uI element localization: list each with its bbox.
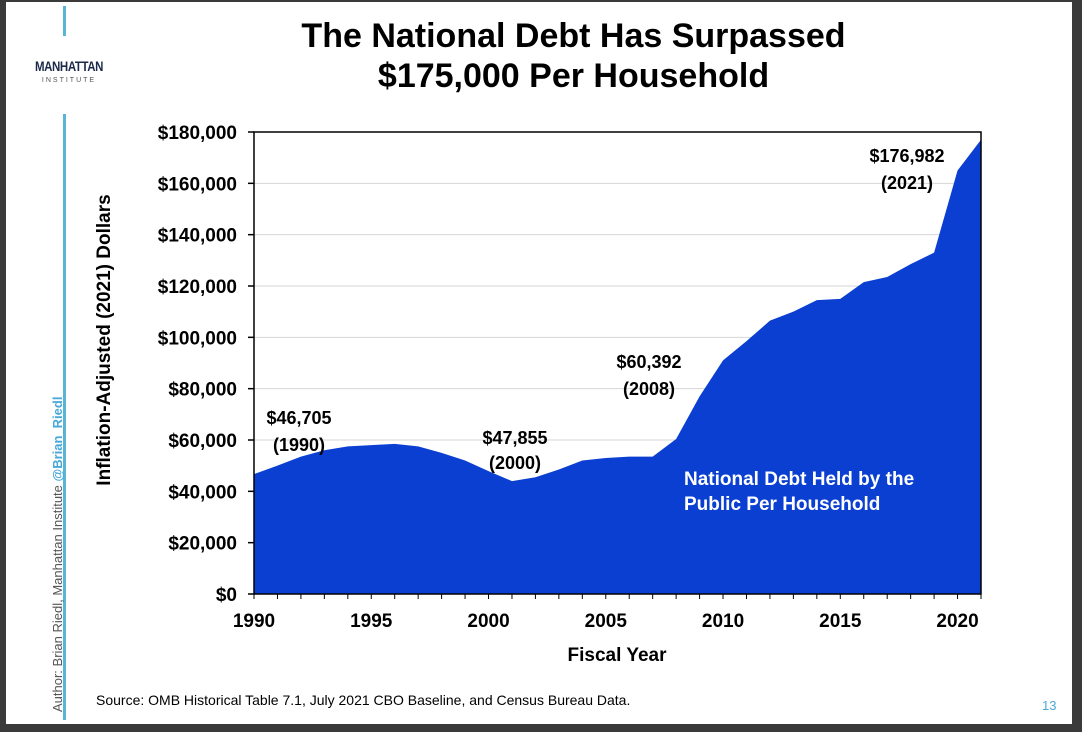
annotation-2021-value: $176,982 — [869, 146, 944, 166]
logo-subtitle: INSTITUTE — [41, 77, 97, 84]
title-line-1: The National Debt Has Surpassed — [301, 17, 846, 55]
series-label-line-2: Public Per Household — [684, 494, 880, 515]
y-axis-label: Inflation-Adjusted (2021) Dollars — [94, 194, 115, 485]
y-tick-label: $140,000 — [158, 226, 237, 247]
accent-line-top — [63, 6, 66, 36]
annotation-2000-year: (2000) — [489, 453, 541, 473]
manhattan-institute-logo: MANHATTAN — [35, 58, 103, 74]
annotation-1990-value: $46,705 — [266, 408, 331, 428]
series-label-line-1: National Debt Held by the — [684, 469, 914, 490]
plot-frame — [253, 131, 982, 595]
annotation-2008: $60,392 (2008) — [616, 352, 681, 399]
x-tick-label: 2020 — [936, 611, 978, 632]
y-tick-label: $40,000 — [168, 482, 237, 503]
y-axis-ticks: $0 $20,000 $40,000 $60,000 $80,000 $100,000 $1… — [158, 123, 254, 606]
source-note: Source: OMB Historical Table 7.1, July 2… — [96, 692, 631, 708]
annotation-2021-year: (2021) — [881, 173, 933, 193]
annotation-2000-value: $47,855 — [482, 428, 547, 448]
debt-area — [254, 139, 981, 594]
title-line-2: $175,000 Per Household — [377, 57, 770, 95]
accent-line-bottom — [63, 114, 66, 720]
page-title: The National Debt Has Surpassed $175,000… — [206, 16, 941, 96]
annotation-1990-year: (1990) — [273, 435, 325, 455]
series-label: National Debt Held by the Public Per Hou… — [684, 469, 914, 515]
x-tick-label: 1995 — [350, 611, 393, 632]
y-tick-label: $180,000 — [158, 123, 237, 144]
x-tick-label: 2000 — [467, 611, 509, 632]
x-axis-ticks: 1990 1995 2000 2005 2010 2015 2020 — [233, 594, 982, 632]
x-tick-label: 2005 — [585, 611, 628, 632]
y-tick-label: $60,000 — [168, 431, 237, 452]
y-tick-label: $80,000 — [168, 380, 237, 401]
annotation-2021: $176,982 (2021) — [869, 146, 944, 193]
y-tick-label: $120,000 — [158, 277, 237, 298]
annotation-1990: $46,705 (1990) — [266, 408, 331, 455]
y-tick-label: $160,000 — [158, 174, 237, 195]
page-number: 13 — [1042, 698, 1057, 713]
x-axis-label: Fiscal Year — [568, 645, 668, 666]
x-tick-label: 2010 — [702, 611, 744, 632]
y-tick-label: $100,000 — [158, 328, 237, 349]
annotation-2000: $47,855 (2000) — [482, 428, 547, 473]
annotation-2008-value: $60,392 — [616, 352, 681, 372]
annotation-2008-year: (2008) — [623, 379, 675, 399]
x-tick-label: 1990 — [233, 611, 275, 632]
y-tick-label: $20,000 — [168, 534, 237, 555]
x-tick-label: 2015 — [819, 611, 862, 632]
y-tick-label: $0 — [216, 585, 237, 606]
